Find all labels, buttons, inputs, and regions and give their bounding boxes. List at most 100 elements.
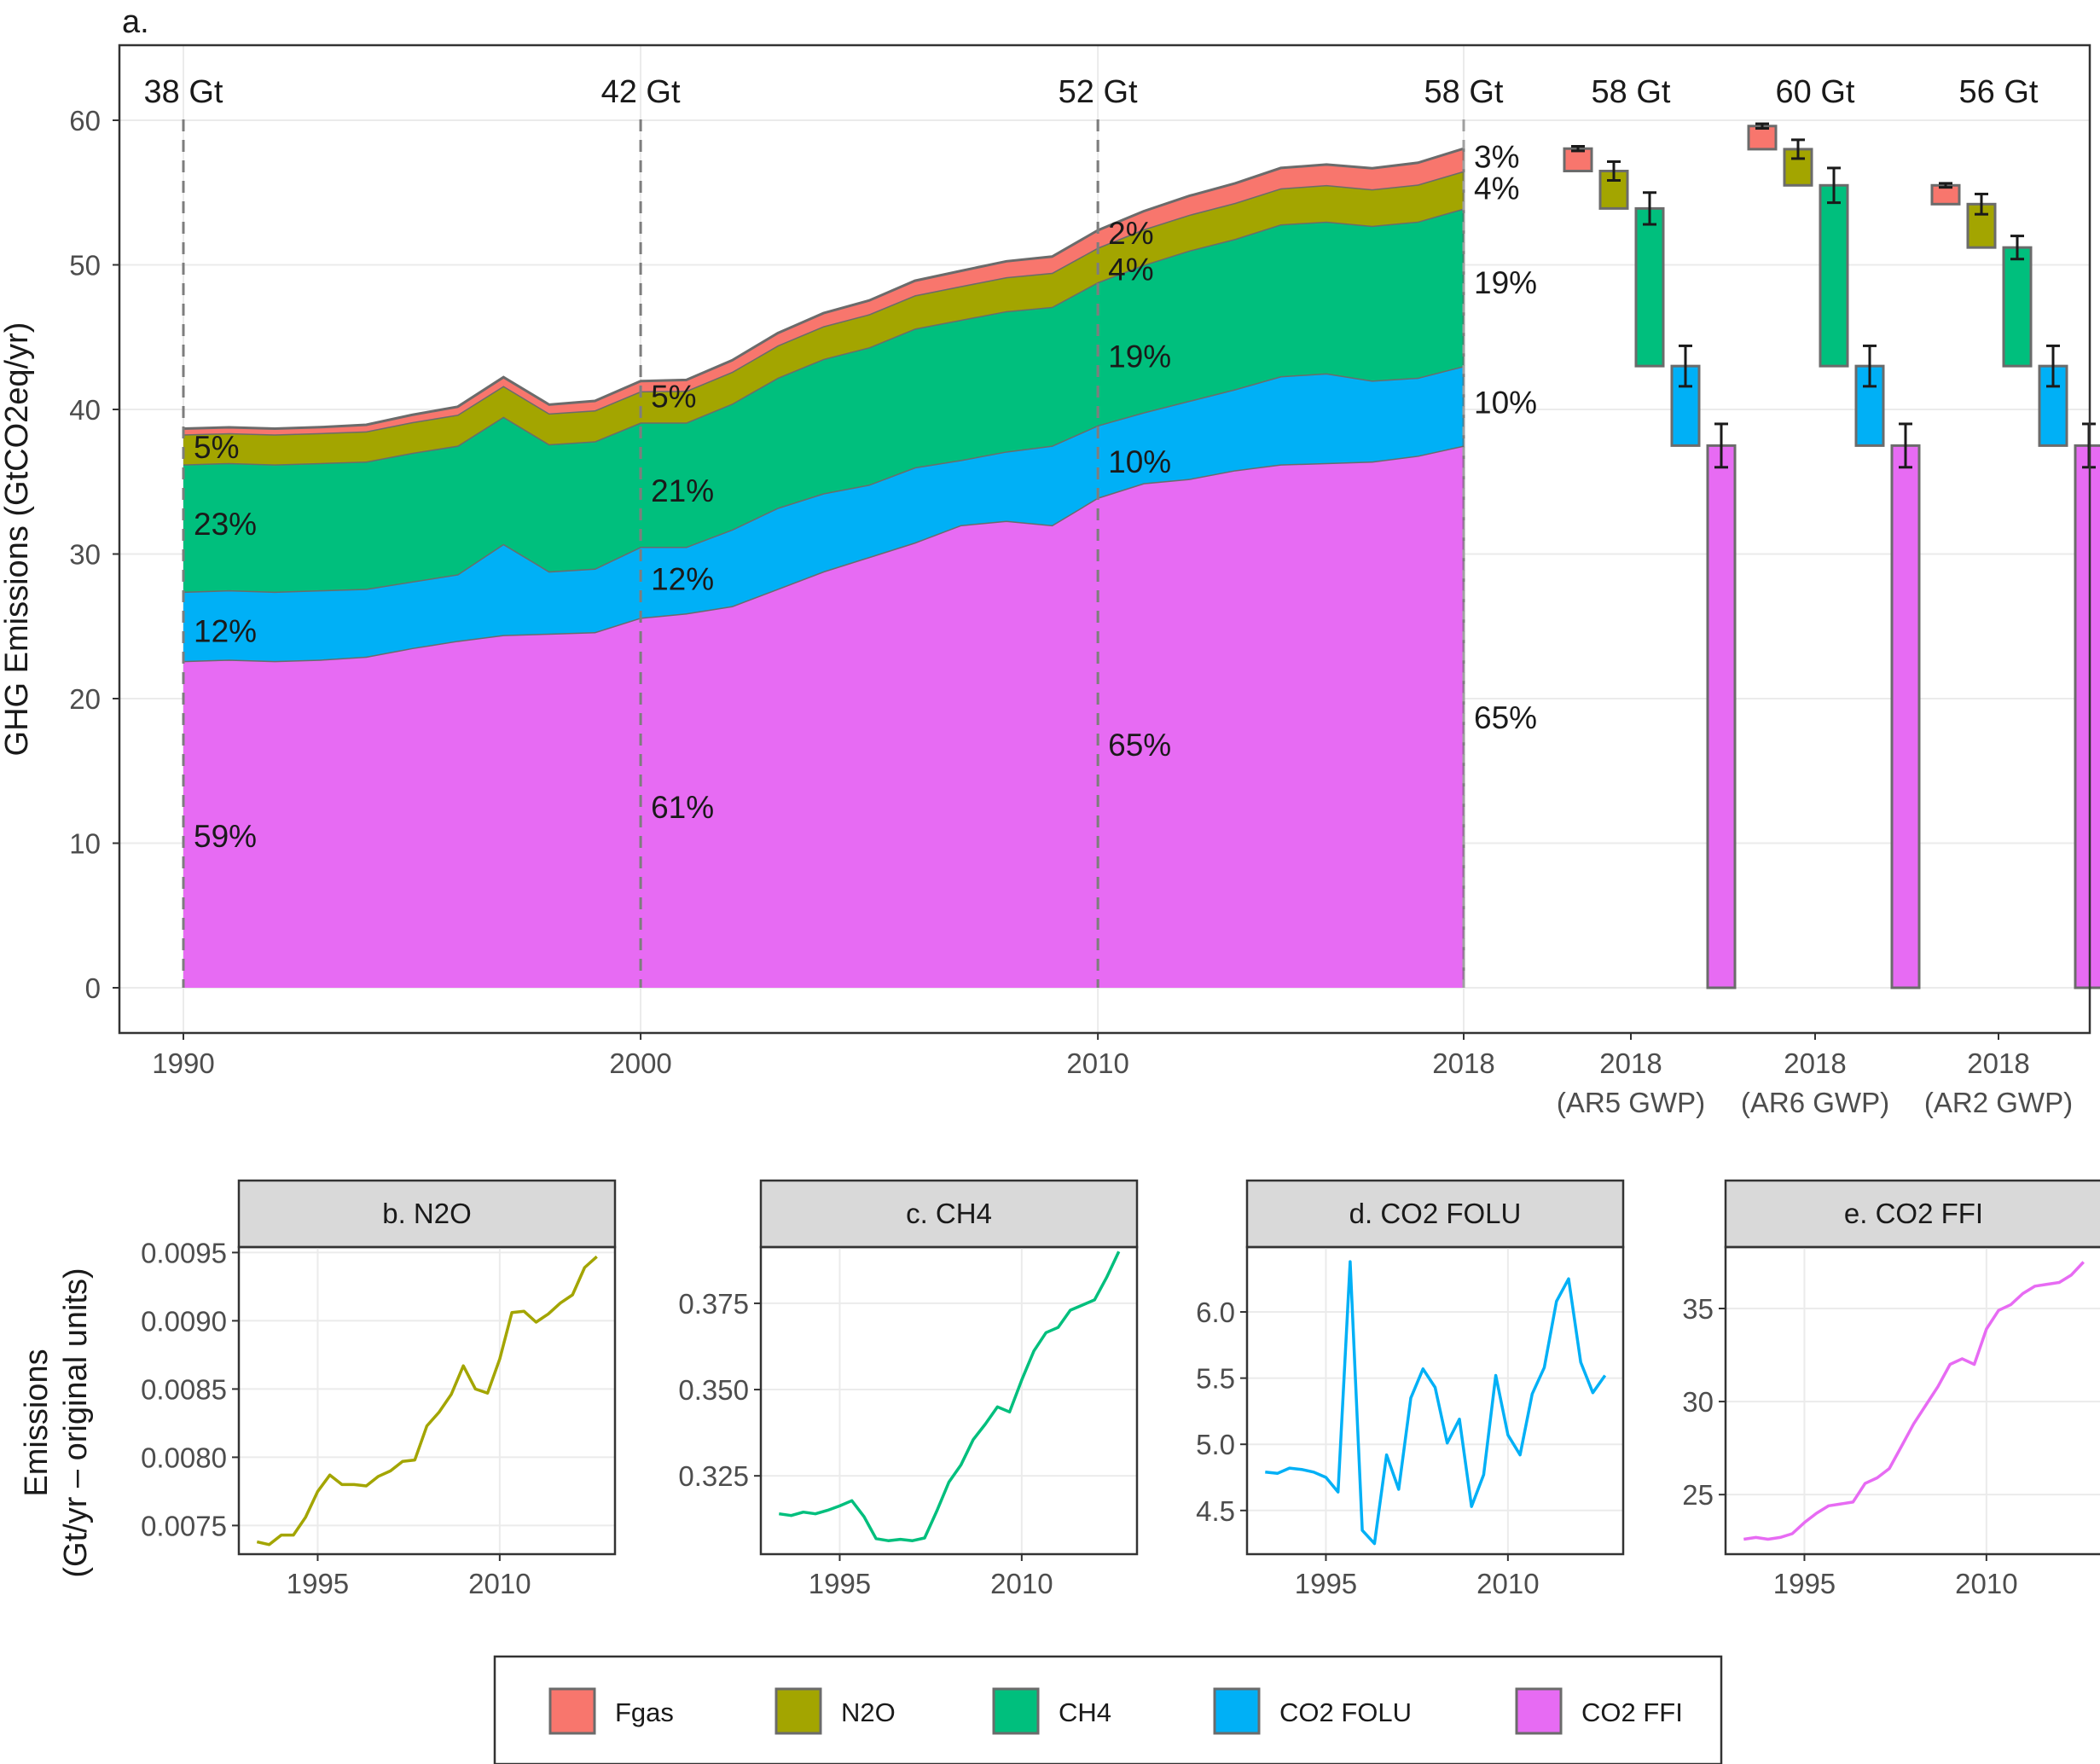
area-co2-ffi xyxy=(183,445,1464,988)
share-label: 4% xyxy=(1108,252,1153,287)
legend-label: N2O xyxy=(841,1697,896,1727)
x-tick-label: 2010 xyxy=(1476,1568,1539,1599)
x-tick-label: 2010 xyxy=(990,1568,1053,1599)
legend-swatch xyxy=(1515,1687,1563,1735)
legend-label: CO2 FOLU xyxy=(1279,1697,1412,1727)
series-line xyxy=(256,1255,598,1546)
y-tick-label: 10 xyxy=(69,828,101,860)
x-tick-label: 2010 xyxy=(1955,1568,2017,1599)
panel-b: b. N2O 0.0075 0.0080 0.0085 0.0090 0.0095 1995… xyxy=(141,1179,617,1599)
share-label: 12% xyxy=(651,561,714,596)
share-label: 12% xyxy=(194,613,257,648)
x-tick-label: 1995 xyxy=(809,1568,871,1599)
y-tick-label: 30 xyxy=(1682,1386,1714,1418)
small-multiples: b. N2O 0.0075 0.0080 0.0085 0.0090 0.0095 1995… xyxy=(141,1179,2100,1599)
small-multiples-y-axis-label: Emissions (Gt/yr – original units) xyxy=(19,1268,94,1577)
legend-label: CH4 xyxy=(1059,1697,1111,1727)
y-tick-label: 25 xyxy=(1682,1479,1714,1511)
x-tick-label: 2018 xyxy=(1432,1047,1494,1079)
x-tick-label: 2018 xyxy=(1967,1047,2029,1079)
share-label: 23% xyxy=(194,507,257,542)
share-label: 65% xyxy=(1108,728,1171,763)
panel-strip xyxy=(1724,1179,2100,1249)
panel-title: e. CO2 FFI xyxy=(1844,1198,1983,1229)
y-tick-label: 40 xyxy=(69,394,101,426)
panel-strip xyxy=(237,1179,617,1249)
panel-d: d. CO2 FOLU 4.5 5.0 5.5 6.0 1995 2010 xyxy=(1196,1179,1625,1599)
y-tick-label: 0.350 xyxy=(678,1374,749,1406)
total-label: 60 Gt xyxy=(1776,74,1855,110)
total-label: 38 Gt xyxy=(144,74,223,110)
share-label: 21% xyxy=(651,473,714,508)
panel-frame xyxy=(759,1245,1139,1556)
legend: Fgas N2O CH4 CO2 FOLU CO2 FFI xyxy=(493,1655,1723,1764)
y-axis-label-line: (Gt/yr – original units) xyxy=(58,1268,94,1577)
area-ch4 xyxy=(183,208,1464,592)
waterfall-bar xyxy=(1634,206,1665,368)
share-label: 19% xyxy=(1108,339,1171,374)
waterfall-bar xyxy=(1819,183,1849,368)
panel-c: c. CH4 0.325 0.350 0.375 1995 2010 xyxy=(678,1179,1139,1599)
waterfall-bar xyxy=(2002,246,2033,368)
y-tick-label: 6.0 xyxy=(1196,1297,1235,1328)
panel-frame xyxy=(1245,1245,1625,1556)
total-label: 58 Gt xyxy=(1592,74,1671,110)
share-label: 61% xyxy=(651,790,714,825)
y-tick-label: 30 xyxy=(69,539,101,571)
y-tick-label: 4.5 xyxy=(1196,1495,1235,1527)
y-tick-label: 0.0090 xyxy=(141,1305,227,1337)
x-tick-sublabel: (AR2 GWP) xyxy=(1924,1087,2073,1118)
x-tick-label: 2018 xyxy=(1784,1047,1846,1079)
y-tick-label: 0.0095 xyxy=(141,1237,227,1268)
y-tick-label: 5.5 xyxy=(1196,1363,1235,1395)
waterfall-bars: 2018 (AR5 GWP) 58 Gt 2018 (AR6 GWP) 60 Gt 2018… xyxy=(1557,74,2100,1118)
panel-title: c. CH4 xyxy=(906,1198,992,1229)
y-tick-label: 0.375 xyxy=(678,1288,749,1320)
x-tick-label: 1995 xyxy=(1773,1568,1836,1599)
y-tick-label: 60 xyxy=(69,105,101,136)
y-tick-label: 20 xyxy=(69,683,101,715)
y-tick-label: 0.325 xyxy=(678,1460,749,1492)
total-label: 58 Gt xyxy=(1424,74,1504,110)
panel-title: b. N2O xyxy=(382,1198,472,1229)
waterfall-bar xyxy=(1890,444,1921,989)
panel-a-y-axis-label: GHG Emissions (GtCO2eq/yr) xyxy=(0,322,35,757)
panel-a-text: 0 10 20 30 40 50 60 1990 2000 2010 2018 38 Gt 42 Gt 5… xyxy=(69,74,1537,1079)
legend-swatch xyxy=(992,1687,1040,1735)
panel-a-frame xyxy=(118,44,2091,1035)
panel-a-label: a. xyxy=(122,4,149,40)
total-label: 42 Gt xyxy=(601,74,681,110)
share-label: 65% xyxy=(1474,700,1537,735)
share-label: 10% xyxy=(1474,386,1537,421)
area-n2o xyxy=(183,171,1464,465)
y-tick-label: 0.0085 xyxy=(141,1373,227,1405)
y-tick-label: 0 xyxy=(85,972,101,1004)
panel-strip xyxy=(1245,1179,1625,1249)
x-tick-label: 2018 xyxy=(1599,1047,1662,1079)
share-label: 3% xyxy=(1474,139,1519,174)
series-line xyxy=(1265,1260,1607,1546)
share-label: 5% xyxy=(651,380,696,415)
x-tick-label: 2000 xyxy=(609,1047,671,1079)
waterfall-bar xyxy=(2074,444,2100,989)
panel-frame xyxy=(237,1245,617,1556)
panel-title: d. CO2 FOLU xyxy=(1349,1198,1522,1229)
total-label: 56 Gt xyxy=(1959,74,2039,110)
share-label: 59% xyxy=(194,819,257,854)
legend-swatch xyxy=(548,1687,596,1735)
waterfall-bar xyxy=(1747,125,1778,151)
series-line xyxy=(1743,1261,2085,1541)
share-label: 2% xyxy=(1108,216,1153,251)
y-tick-label: 0.0080 xyxy=(141,1442,227,1473)
y-axis-label-line: Emissions xyxy=(19,1349,55,1496)
total-label: 52 Gt xyxy=(1059,74,1138,110)
legend-swatch xyxy=(1213,1687,1261,1735)
waterfall-bar xyxy=(1706,444,1737,989)
series-line xyxy=(779,1250,1121,1542)
x-tick-sublabel: (AR6 GWP) xyxy=(1741,1087,1889,1118)
panel-a-areas xyxy=(183,147,1465,988)
y-tick-label: 35 xyxy=(1682,1293,1714,1325)
panel-a-year-markers xyxy=(182,119,1465,988)
